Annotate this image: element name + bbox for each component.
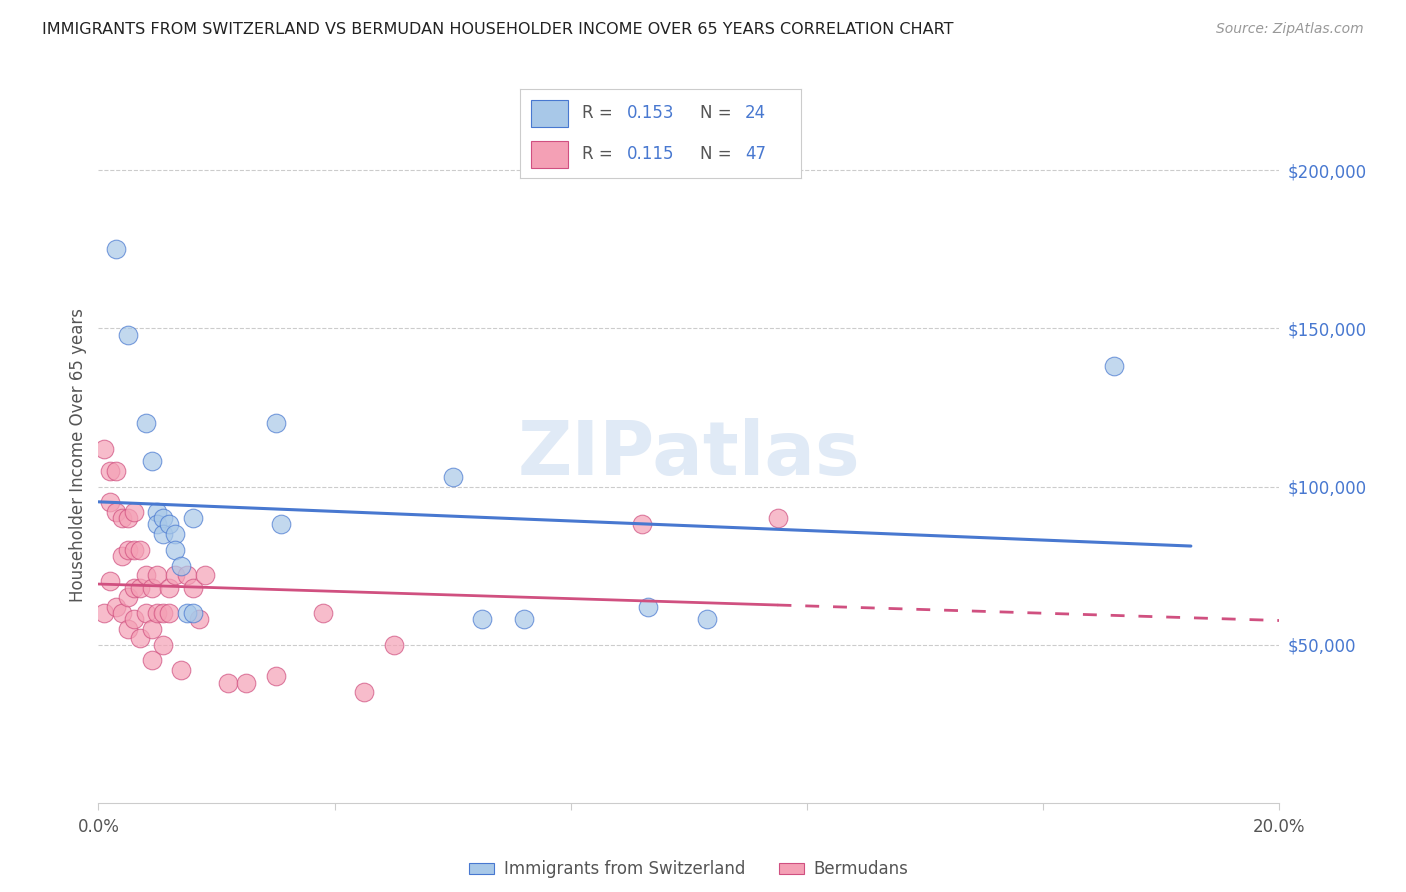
Point (235, 675, 257, 690)
Point (471, 612, 494, 626)
FancyBboxPatch shape (531, 141, 568, 168)
Point (135, 568, 157, 582)
Point (1102, 359, 1125, 374)
Point (264, 669, 287, 683)
Text: 0.153: 0.153 (627, 104, 675, 122)
Point (170, 663, 193, 677)
Point (157, 517, 180, 532)
Text: 24: 24 (745, 104, 766, 122)
Point (105, 599, 128, 614)
Point (152, 511, 174, 525)
Point (170, 558, 193, 573)
Point (141, 454, 163, 468)
Point (128, 542, 150, 557)
Point (146, 517, 169, 532)
Text: IMMIGRANTS FROM SWITZERLAND VS BERMUDAN HOUSEHOLDER INCOME OVER 65 YEARS CORRELA: IMMIGRANTS FROM SWITZERLAND VS BERMUDAN … (42, 22, 953, 37)
Point (141, 653, 163, 667)
Point (117, 591, 139, 605)
Point (630, 517, 652, 532)
Point (353, 685, 375, 699)
Point (98, 464, 121, 478)
Point (181, 606, 204, 620)
Point (217, 675, 239, 690)
Point (128, 581, 150, 595)
Point (157, 581, 180, 595)
Point (146, 606, 169, 620)
Point (637, 599, 659, 614)
Text: R =: R = (582, 145, 619, 163)
Point (176, 568, 198, 582)
Point (111, 511, 134, 525)
Point (98, 574, 121, 589)
Text: Source: ZipAtlas.com: Source: ZipAtlas.com (1216, 22, 1364, 37)
Point (93, 606, 115, 620)
Point (382, 638, 405, 652)
Point (152, 527, 174, 541)
Text: R =: R = (582, 104, 619, 122)
Point (98, 495, 121, 509)
Point (181, 511, 204, 525)
Point (122, 581, 145, 595)
Point (111, 549, 134, 563)
Point (194, 568, 217, 582)
Point (117, 511, 139, 525)
Point (141, 622, 163, 636)
Point (441, 470, 464, 484)
Point (696, 612, 718, 626)
FancyBboxPatch shape (531, 100, 568, 127)
Point (117, 327, 139, 342)
Point (165, 527, 187, 541)
Text: 47: 47 (745, 145, 766, 163)
Text: 0.115: 0.115 (627, 145, 675, 163)
Point (152, 606, 174, 620)
Point (766, 511, 789, 525)
Point (117, 542, 139, 557)
Text: ZIPatlas: ZIPatlas (517, 418, 860, 491)
Text: N =: N = (700, 145, 737, 163)
Point (165, 568, 187, 582)
Point (157, 606, 180, 620)
Point (111, 606, 134, 620)
Point (187, 612, 209, 626)
Point (176, 606, 198, 620)
Point (264, 417, 287, 431)
Point (105, 243, 128, 257)
Point (141, 581, 163, 595)
Point (135, 417, 157, 431)
Point (146, 568, 169, 582)
Point (270, 517, 292, 532)
Point (512, 612, 534, 626)
Point (122, 542, 145, 557)
Y-axis label: Householder Income Over 65 years: Householder Income Over 65 years (69, 308, 87, 602)
Text: N =: N = (700, 104, 737, 122)
Point (105, 464, 128, 478)
Point (152, 638, 174, 652)
Point (312, 606, 335, 620)
Point (146, 505, 169, 519)
Point (105, 505, 128, 519)
Point (128, 632, 150, 646)
Point (93, 442, 115, 456)
Point (122, 505, 145, 519)
Legend: Immigrants from Switzerland, Bermudans: Immigrants from Switzerland, Bermudans (463, 854, 915, 885)
Point (181, 581, 204, 595)
Point (117, 622, 139, 636)
Point (122, 612, 145, 626)
Point (135, 606, 157, 620)
Point (165, 542, 187, 557)
